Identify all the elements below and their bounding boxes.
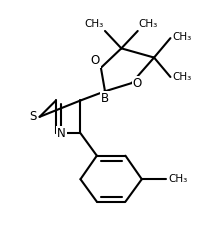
Text: CH₃: CH₃ xyxy=(139,19,158,29)
Text: O: O xyxy=(91,54,100,67)
Text: S: S xyxy=(29,110,37,123)
Text: B: B xyxy=(101,92,109,105)
Text: N: N xyxy=(57,127,66,140)
Text: CH₃: CH₃ xyxy=(85,19,104,29)
Text: CH₃: CH₃ xyxy=(172,32,192,42)
Text: O: O xyxy=(133,77,142,90)
Text: CH₃: CH₃ xyxy=(168,174,188,184)
Text: CH₃: CH₃ xyxy=(172,72,192,82)
